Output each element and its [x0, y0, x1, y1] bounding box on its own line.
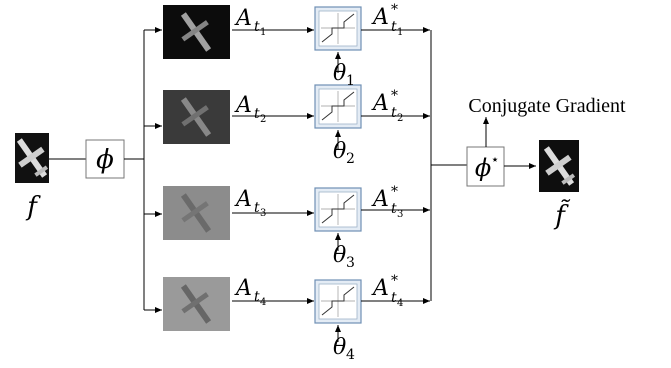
branch-3-param-label: θ: [333, 243, 346, 268]
branch-1-input-label: A: [234, 6, 252, 31]
branch-2-param-sub: 2: [346, 151, 355, 167]
input-label: f: [25, 192, 41, 222]
branch-2-output-label: A: [371, 91, 389, 116]
branch-1-output-sub: t: [391, 19, 397, 35]
branch-1-param-label: θ: [333, 61, 346, 86]
branch-1-param-sub: 1: [346, 73, 355, 89]
branch-3-input-subsub: 3: [260, 208, 266, 219]
branch-3-input-label: A: [234, 187, 252, 212]
branch-1-input-sub: t: [254, 19, 260, 35]
branch-2-input-subsub: 2: [260, 114, 266, 125]
branch-1-input-subsub: 1: [260, 27, 266, 38]
subband-image-2: [163, 90, 230, 144]
threshold-box-3: [314, 187, 362, 232]
branch-4-param-label: θ: [333, 335, 346, 360]
branch-1-output-label: A: [371, 5, 389, 30]
branch-4-param-sub: 4: [346, 347, 355, 363]
threshold-box-4: [314, 279, 362, 324]
solver-label: Conjugate Gradient: [468, 95, 626, 117]
branch-4-output-sub: t: [391, 290, 397, 306]
output-label: f̃: [553, 199, 571, 231]
transform-label: ϕ: [96, 145, 114, 175]
branch-2-output-sup: *: [391, 88, 398, 104]
branch-4-input-label: A: [234, 276, 252, 301]
branch-2-input-sub: t: [254, 106, 260, 122]
subband-image-4: [163, 277, 230, 331]
branch-2-param-label: θ: [333, 139, 346, 164]
adjoint-box: [466, 146, 505, 187]
branch-2-output-subsub: 2: [397, 113, 403, 124]
branch-3-param-sub: 3: [346, 255, 355, 271]
branch-1-output-sup: *: [391, 2, 398, 18]
branch-3-output-sub: t: [391, 201, 397, 217]
branch-1-output-subsub: 1: [397, 27, 403, 38]
branch-3-output-subsub: 3: [397, 209, 403, 220]
branch-4-output-label: A: [371, 276, 389, 301]
branch-2-output-sub: t: [391, 105, 397, 121]
threshold-box-2: [314, 84, 362, 129]
output-image: [539, 140, 579, 192]
input-image: [15, 133, 49, 183]
branch-4-output-subsub: 4: [397, 298, 403, 309]
branch-4-input-subsub: 4: [260, 297, 266, 308]
branch-3-output-label: A: [371, 187, 389, 212]
subband-image-1: [163, 5, 230, 59]
adjoint-superscript: ⋆: [491, 153, 500, 168]
threshold-box-1: [314, 6, 362, 51]
subband-image-3: [163, 186, 230, 240]
transform-box: [85, 139, 125, 179]
branch-4-input-sub: t: [254, 289, 260, 305]
branch-3-input-sub: t: [254, 200, 260, 216]
branch-4-output-sup: *: [391, 273, 398, 289]
branch-3-output-sup: *: [391, 184, 398, 200]
adjoint-label: ϕ: [475, 154, 491, 182]
branch-2-input-label: A: [234, 93, 252, 118]
